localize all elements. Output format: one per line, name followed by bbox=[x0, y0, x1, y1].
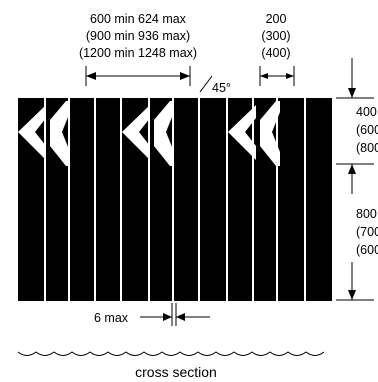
arrowhead-up bbox=[348, 164, 356, 174]
gap-dimension-line bbox=[140, 303, 210, 326]
right-dim-upper-3: (800 bbox=[356, 141, 378, 155]
chevron bbox=[18, 105, 46, 160]
stripe bbox=[226, 98, 228, 301]
right-dim-upper-2: (600 bbox=[356, 123, 378, 137]
arrowhead-right bbox=[163, 313, 172, 321]
stripe bbox=[198, 98, 200, 301]
arrowhead-left bbox=[176, 313, 185, 321]
right-dim-lower-1: 800 bbox=[356, 207, 377, 221]
stripe bbox=[148, 98, 150, 301]
arrowhead-down bbox=[348, 88, 356, 98]
marking-panel bbox=[18, 98, 332, 301]
arrowhead-left bbox=[86, 72, 96, 80]
space-dim-line3: (400) bbox=[261, 46, 290, 60]
top-dim-line1: 600 min 624 max bbox=[90, 12, 187, 26]
space-dim-line2: (300) bbox=[261, 29, 290, 43]
right-dim-lower-3: (600 bbox=[356, 243, 378, 257]
stripe bbox=[252, 98, 254, 301]
stripe bbox=[172, 98, 174, 301]
top-dim-line2: (900 min 936 max) bbox=[86, 29, 190, 43]
arrowhead-down bbox=[348, 290, 356, 300]
arrowhead-left bbox=[260, 73, 268, 79]
top-dimension-line bbox=[85, 66, 191, 86]
right-dim-upper-1: 400 bbox=[356, 105, 377, 119]
chevrons bbox=[18, 101, 280, 166]
wavy-break-line bbox=[17, 351, 325, 356]
stripe bbox=[304, 98, 306, 301]
stripe bbox=[44, 98, 46, 301]
stripe bbox=[68, 98, 70, 301]
caption: cross section bbox=[135, 364, 217, 380]
stripe bbox=[120, 98, 122, 301]
space-dimension-line bbox=[259, 66, 295, 86]
stripe bbox=[276, 98, 278, 301]
right-dimension-line bbox=[336, 58, 374, 301]
space-dim-line1: 200 bbox=[266, 12, 287, 26]
arrowhead-right bbox=[286, 73, 294, 79]
chevron bbox=[228, 105, 256, 160]
chevron bbox=[154, 101, 174, 166]
arrowhead-right bbox=[180, 72, 190, 80]
right-dim-lower-2: (700 bbox=[356, 225, 378, 239]
chevron bbox=[260, 101, 280, 166]
angle-label: 45° bbox=[212, 81, 231, 95]
chevron bbox=[50, 101, 70, 166]
top-dim-line3: (1200 min 1248 max) bbox=[79, 46, 197, 60]
angle-slash bbox=[199, 75, 213, 93]
white-stripes bbox=[44, 98, 306, 301]
gap-label: 6 max bbox=[94, 311, 129, 325]
chevron bbox=[122, 105, 150, 160]
stripe bbox=[94, 98, 96, 301]
